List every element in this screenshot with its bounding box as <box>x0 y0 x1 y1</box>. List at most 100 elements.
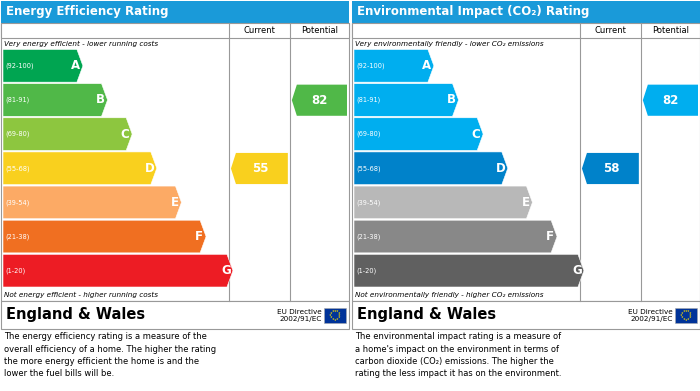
Text: ★: ★ <box>334 308 337 312</box>
Text: D: D <box>145 162 155 175</box>
Text: (21-38): (21-38) <box>5 233 29 240</box>
Text: (55-68): (55-68) <box>5 165 29 172</box>
Text: Very energy efficient - lower running costs: Very energy efficient - lower running co… <box>4 40 158 47</box>
Text: ★: ★ <box>682 317 685 321</box>
Text: (1-20): (1-20) <box>5 267 25 274</box>
Bar <box>352 301 700 329</box>
Text: D: D <box>496 162 505 175</box>
Polygon shape <box>3 152 157 185</box>
Text: (81-91): (81-91) <box>5 97 29 103</box>
Polygon shape <box>354 186 533 219</box>
Bar <box>324 307 346 323</box>
Text: 58: 58 <box>603 162 620 175</box>
Text: ★: ★ <box>687 317 689 321</box>
Text: ★: ★ <box>336 309 339 313</box>
Polygon shape <box>3 50 83 82</box>
Text: (81-91): (81-91) <box>356 97 380 103</box>
Polygon shape <box>3 220 206 253</box>
Text: (69-80): (69-80) <box>356 131 381 137</box>
Text: E: E <box>170 196 178 209</box>
Text: ★: ★ <box>682 309 685 313</box>
Text: G: G <box>221 264 231 277</box>
Text: Current: Current <box>244 26 275 35</box>
Text: (39-54): (39-54) <box>5 199 29 206</box>
Text: England & Wales: England & Wales <box>6 307 145 323</box>
Polygon shape <box>354 152 508 185</box>
Text: EU Directive
2002/91/EC: EU Directive 2002/91/EC <box>629 308 673 321</box>
Text: The environmental impact rating is a measure of
a home's impact on the environme: The environmental impact rating is a mea… <box>355 332 561 378</box>
Text: The energy efficiency rating is a measure of the
overall efficiency of a home. T: The energy efficiency rating is a measur… <box>4 332 216 378</box>
Polygon shape <box>354 50 434 82</box>
Bar <box>675 307 697 323</box>
Text: B: B <box>96 93 105 106</box>
Text: ★: ★ <box>685 317 687 321</box>
Text: ★: ★ <box>680 315 683 319</box>
Text: ★: ★ <box>687 309 689 313</box>
Bar <box>352 23 700 301</box>
Text: E: E <box>522 196 529 209</box>
Text: ★: ★ <box>331 309 334 313</box>
Text: C: C <box>121 127 130 141</box>
Text: ★: ★ <box>330 311 332 315</box>
Text: ★: ★ <box>689 311 692 315</box>
Text: A: A <box>71 59 80 72</box>
Bar <box>1 23 349 301</box>
Text: F: F <box>195 230 203 243</box>
Polygon shape <box>582 153 639 184</box>
Text: ★: ★ <box>334 317 337 321</box>
Text: ★: ★ <box>338 313 341 317</box>
Text: A: A <box>422 59 431 72</box>
Text: (39-54): (39-54) <box>356 199 380 206</box>
Text: ★: ★ <box>689 313 692 317</box>
Polygon shape <box>354 118 483 151</box>
Text: England & Wales: England & Wales <box>357 307 496 323</box>
Polygon shape <box>3 84 108 116</box>
Text: (92-100): (92-100) <box>5 63 34 69</box>
Text: ★: ★ <box>689 315 692 319</box>
Text: Environmental Impact (CO₂) Rating: Environmental Impact (CO₂) Rating <box>357 5 589 18</box>
Text: ★: ★ <box>330 315 332 319</box>
Text: C: C <box>472 127 480 141</box>
Text: F: F <box>546 230 554 243</box>
Text: (1-20): (1-20) <box>356 267 377 274</box>
Text: ★: ★ <box>680 311 683 315</box>
Text: Not environmentally friendly - higher CO₂ emissions: Not environmentally friendly - higher CO… <box>355 291 543 298</box>
Text: EU Directive
2002/91/EC: EU Directive 2002/91/EC <box>277 308 322 321</box>
Text: ★: ★ <box>331 317 334 321</box>
Polygon shape <box>354 84 458 116</box>
Text: (21-38): (21-38) <box>356 233 380 240</box>
Text: ★: ★ <box>685 308 687 312</box>
Polygon shape <box>643 84 698 116</box>
Bar <box>352 23 700 38</box>
Text: Energy Efficiency Rating: Energy Efficiency Rating <box>6 5 169 18</box>
Text: 82: 82 <box>312 94 328 107</box>
Text: Very environmentally friendly - lower CO₂ emissions: Very environmentally friendly - lower CO… <box>355 40 544 47</box>
Bar <box>1 301 349 329</box>
Polygon shape <box>3 118 132 151</box>
Polygon shape <box>354 255 584 287</box>
Text: 55: 55 <box>252 162 269 175</box>
Polygon shape <box>354 220 557 253</box>
Text: (55-68): (55-68) <box>356 165 381 172</box>
Text: ★: ★ <box>337 311 340 315</box>
Polygon shape <box>231 153 288 184</box>
Text: ★: ★ <box>680 313 683 317</box>
Bar <box>1 1 349 23</box>
Text: Potential: Potential <box>652 26 689 35</box>
Bar <box>1 23 349 38</box>
Text: Current: Current <box>594 26 626 35</box>
Polygon shape <box>3 186 181 219</box>
Text: G: G <box>572 264 582 277</box>
Text: Potential: Potential <box>301 26 338 35</box>
Text: ★: ★ <box>329 313 332 317</box>
Polygon shape <box>292 84 347 116</box>
Bar <box>352 1 700 23</box>
Text: 82: 82 <box>662 94 678 107</box>
Text: ★: ★ <box>336 317 339 321</box>
Text: Not energy efficient - higher running costs: Not energy efficient - higher running co… <box>4 291 158 298</box>
Text: (69-80): (69-80) <box>5 131 29 137</box>
Polygon shape <box>3 255 233 287</box>
Text: ★: ★ <box>337 315 340 319</box>
Text: B: B <box>447 93 456 106</box>
Text: (92-100): (92-100) <box>356 63 384 69</box>
